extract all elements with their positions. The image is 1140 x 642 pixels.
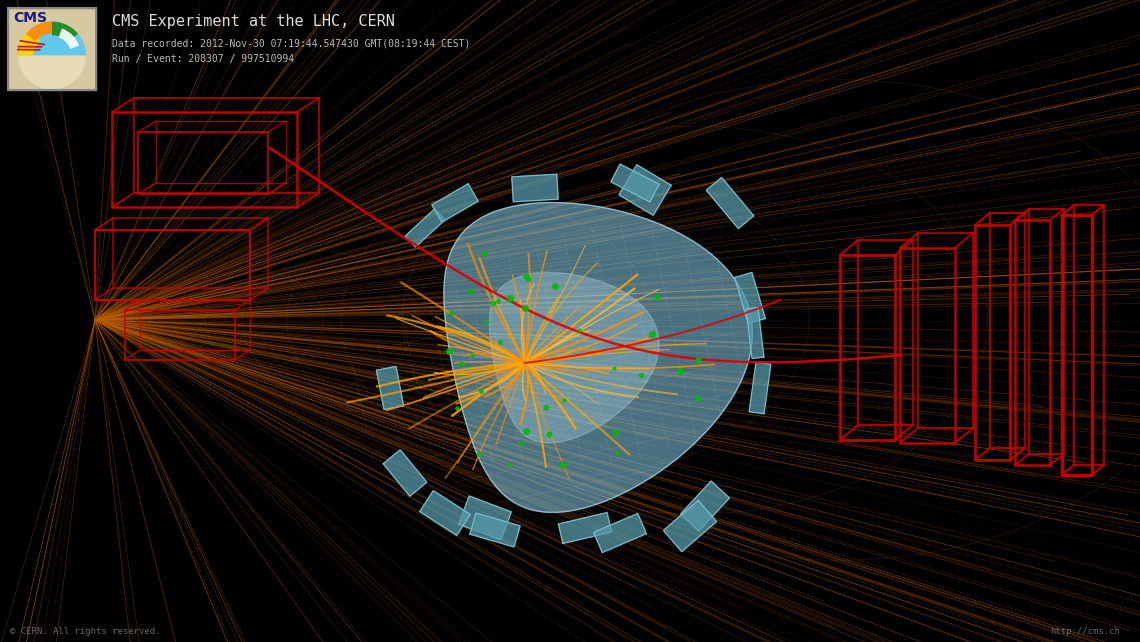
Polygon shape	[405, 209, 445, 247]
Bar	[125, 310, 235, 360]
Polygon shape	[512, 174, 559, 202]
Text: Data recorded: 2012-Nov-30 07:19:44.547430 GMT(08:19:44 CEST): Data recorded: 2012-Nov-30 07:19:44.5474…	[112, 38, 471, 48]
Bar	[975, 225, 1010, 460]
Polygon shape	[707, 177, 754, 229]
Polygon shape	[376, 367, 404, 410]
Polygon shape	[594, 514, 646, 553]
Polygon shape	[470, 513, 520, 547]
Text: CMS Experiment at the LHC, CERN: CMS Experiment at the LHC, CERN	[112, 14, 394, 29]
Bar	[840, 255, 895, 440]
Bar	[140, 300, 250, 350]
Bar	[1029, 209, 1064, 454]
Bar	[990, 213, 1025, 448]
Bar	[113, 218, 268, 288]
Bar	[1015, 220, 1050, 465]
Polygon shape	[611, 164, 659, 202]
Bar	[858, 240, 913, 425]
Text: CMS: CMS	[13, 11, 47, 25]
Wedge shape	[18, 22, 86, 56]
Bar	[8, 8, 96, 90]
Polygon shape	[432, 184, 478, 222]
Polygon shape	[734, 272, 765, 324]
Wedge shape	[18, 56, 86, 90]
Wedge shape	[18, 30, 40, 56]
Bar	[156, 121, 286, 183]
Wedge shape	[58, 28, 79, 49]
Polygon shape	[663, 500, 717, 551]
Polygon shape	[559, 512, 612, 544]
Text: Run / Event: 208307 / 997510994: Run / Event: 208307 / 997510994	[112, 54, 294, 64]
Text: http://cms.ch: http://cms.ch	[1050, 627, 1119, 636]
Bar	[899, 248, 955, 443]
Polygon shape	[383, 450, 426, 496]
Polygon shape	[681, 481, 730, 531]
Polygon shape	[746, 308, 764, 358]
Bar	[918, 233, 974, 428]
Bar	[95, 230, 250, 300]
Polygon shape	[619, 165, 671, 215]
Bar	[138, 132, 268, 194]
Bar	[112, 112, 298, 207]
Bar	[8, 8, 96, 90]
Polygon shape	[489, 272, 659, 443]
Bar	[1074, 205, 1104, 465]
Polygon shape	[458, 496, 512, 540]
Bar	[135, 98, 319, 193]
Wedge shape	[26, 22, 52, 41]
Text: © CERN. All rights reserved.: © CERN. All rights reserved.	[10, 627, 161, 636]
Polygon shape	[420, 490, 471, 535]
Wedge shape	[52, 22, 78, 42]
Bar	[1062, 215, 1092, 475]
Polygon shape	[749, 362, 771, 414]
Polygon shape	[443, 203, 752, 512]
